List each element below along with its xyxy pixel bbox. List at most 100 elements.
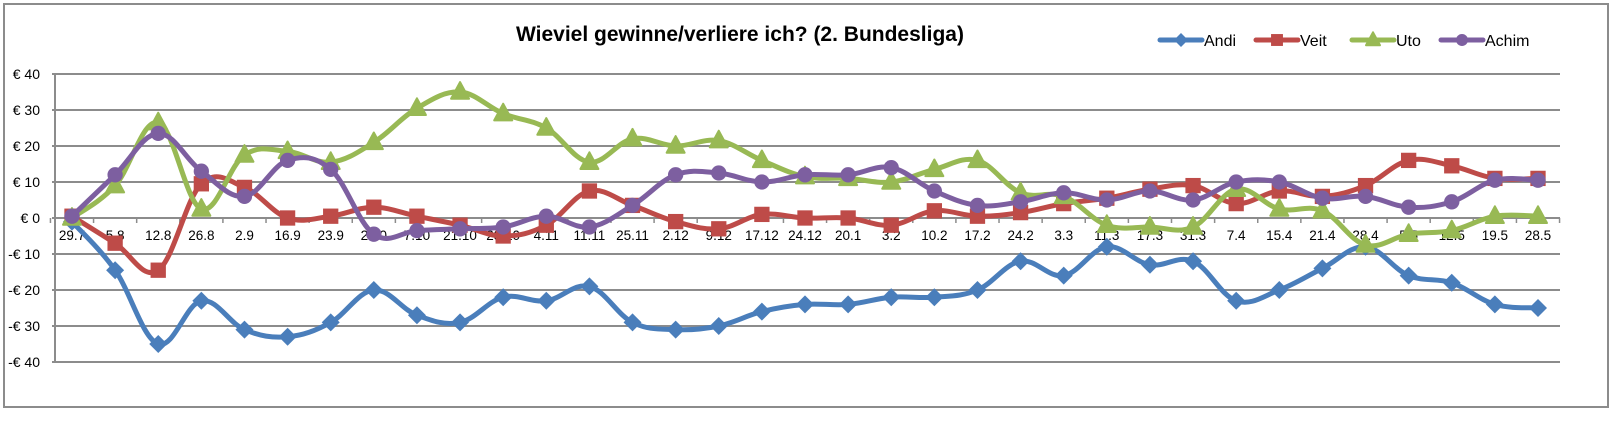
x-tick-label: 17.2 (964, 228, 990, 243)
data-point-achim (150, 125, 166, 142)
data-point-veit (840, 210, 856, 226)
data-point-andi (1485, 295, 1504, 314)
data-point-uto (536, 117, 557, 136)
data-point-veit (926, 203, 943, 219)
data-point-andi (968, 281, 987, 299)
legend-item-andi: Andi (1157, 33, 1236, 50)
data-point-veit (1357, 177, 1374, 194)
data-point-veit (107, 235, 123, 251)
y-tick-label: € 40 (13, 66, 40, 82)
data-point-andi (580, 277, 599, 296)
data-point-andi (666, 320, 685, 339)
x-tick-label: 12.8 (145, 228, 171, 243)
data-point-andi (925, 288, 944, 307)
data-point-andi (1399, 266, 1418, 285)
data-point-veit (323, 208, 339, 224)
series-uto (62, 81, 1548, 253)
x-tick-label: 17.12 (745, 228, 779, 243)
data-point-uto (1398, 223, 1419, 242)
data-point-achim (1400, 199, 1417, 215)
y-tick-label: € 0 (21, 210, 41, 226)
x-tick-label: 20.1 (835, 228, 861, 243)
data-point-uto (924, 158, 945, 178)
data-point-uto (1096, 214, 1117, 233)
legend-item-achim: Achim (1438, 33, 1529, 50)
data-point-andi (364, 281, 383, 299)
y-tick-label: € 20 (13, 138, 40, 154)
data-point-achim (883, 159, 899, 176)
data-point-achim (1228, 174, 1244, 190)
x-tick-label: 16.9 (274, 228, 300, 243)
data-point-achim (193, 163, 210, 179)
x-tick-label: 24.2 (1007, 228, 1033, 243)
data-point-andi (1097, 237, 1116, 256)
y-tick-label: € 10 (13, 174, 40, 190)
legend-label: Andi (1204, 33, 1236, 50)
data-point-veit (409, 208, 425, 224)
data-point-veit (1012, 204, 1029, 221)
x-tick-label: 2.9 (235, 228, 254, 243)
data-point-andi (407, 306, 426, 325)
data-point-andi (321, 313, 340, 332)
data-point-uto (1484, 205, 1505, 224)
data-point-veit (1228, 195, 1244, 212)
data-point-andi (1270, 281, 1289, 299)
data-point-andi (752, 302, 771, 321)
data-point-andi (106, 261, 125, 280)
legend-marker-circle-icon (1456, 34, 1468, 46)
legend-item-uto: Uto (1349, 31, 1421, 50)
y-tick-label: -€ 20 (8, 282, 40, 298)
data-point-uto (579, 151, 600, 170)
data-point-achim (840, 167, 856, 183)
data-point-achim (1357, 188, 1374, 205)
data-point-andi (494, 288, 513, 307)
data-point-achim (64, 208, 80, 224)
data-point-achim (1185, 192, 1201, 208)
x-tick-label: 15.4 (1266, 228, 1293, 243)
data-point-veit (1400, 152, 1417, 169)
data-point-andi (1227, 291, 1246, 310)
data-point-veit (754, 206, 770, 223)
data-point-uto (751, 149, 772, 169)
legend: Andi Veit Uto Achim (1157, 31, 1529, 50)
data-point-veit (150, 262, 166, 278)
legend-label: Veit (1300, 33, 1327, 50)
series-group (62, 81, 1548, 353)
data-point-achim (969, 197, 986, 214)
series-andi (63, 212, 1547, 353)
x-tick-label: 10.2 (921, 228, 947, 243)
data-point-veit (279, 210, 296, 226)
data-point-achim (1271, 174, 1287, 190)
chart-title: Wieviel gewinne/verliere ich? (2. Bundes… (516, 23, 964, 46)
data-point-andi (882, 288, 901, 307)
data-point-andi (709, 317, 728, 335)
data-point-veit (1444, 158, 1460, 174)
data-point-andi (149, 335, 168, 353)
data-point-uto (622, 127, 643, 147)
x-tick-label: 23.9 (318, 228, 344, 243)
y-axis: € 40 € 30 € 20 € 10 € 0 -€ 10 -€ 20 -€ 30 -€ 40 (8, 66, 56, 370)
data-point-achim (452, 221, 468, 237)
y-tick-label: -€ 10 (8, 246, 40, 262)
data-point-veit (1185, 177, 1201, 194)
x-tick-label: 26.8 (188, 228, 214, 243)
legend-marker-diamond-icon (1174, 33, 1188, 47)
data-point-achim (926, 183, 943, 199)
data-point-andi (1011, 252, 1030, 271)
data-point-achim (1487, 172, 1503, 188)
x-tick-label: 3.3 (1054, 228, 1073, 243)
data-point-achim (1142, 183, 1158, 199)
data-point-uto (1183, 216, 1204, 235)
legend-label: Achim (1485, 33, 1529, 50)
data-point-uto (665, 135, 686, 154)
data-point-uto (1528, 205, 1548, 224)
data-point-andi (1140, 255, 1159, 274)
x-tick-label: 28.5 (1525, 228, 1551, 243)
data-point-andi (537, 291, 556, 310)
data-point-andi (1184, 252, 1203, 271)
data-point-uto (493, 102, 514, 122)
data-point-uto (363, 131, 384, 151)
legend-marker-triangle-icon (1365, 31, 1381, 47)
data-point-achim (581, 219, 598, 235)
